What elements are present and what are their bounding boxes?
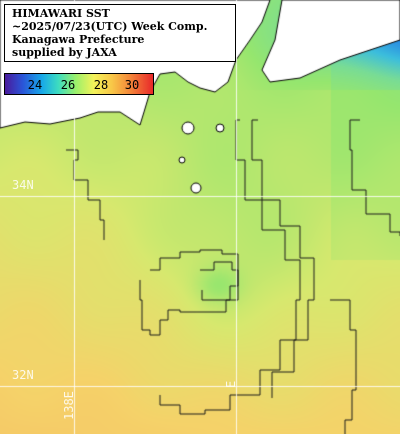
colorbar-tick-28: 28: [93, 78, 109, 92]
longitude-label-138e: 138E: [62, 391, 76, 420]
colorbar-tick-26: 26: [60, 78, 76, 92]
map-title-box: HIMAWARI SST ~2025/07/23(UTC) Week Comp.…: [4, 4, 236, 62]
title-line-2: ~2025/07/23(UTC) Week Comp.: [12, 20, 208, 33]
latitude-label-34n: 34N: [12, 178, 34, 192]
colorbar-tick-30: 30: [124, 78, 140, 92]
title-line-4: supplied by JAXA: [12, 46, 117, 59]
title-line-1: HIMAWARI SST: [12, 7, 110, 20]
title-line-3: Kanagawa Prefecture: [12, 33, 145, 46]
longitude-label-139e: E: [224, 380, 238, 388]
color-scale-bar: 24 26 28 30: [4, 73, 154, 95]
colorbar-tick-24: 24: [27, 78, 43, 92]
latitude-label-32n: 32N: [12, 368, 34, 382]
